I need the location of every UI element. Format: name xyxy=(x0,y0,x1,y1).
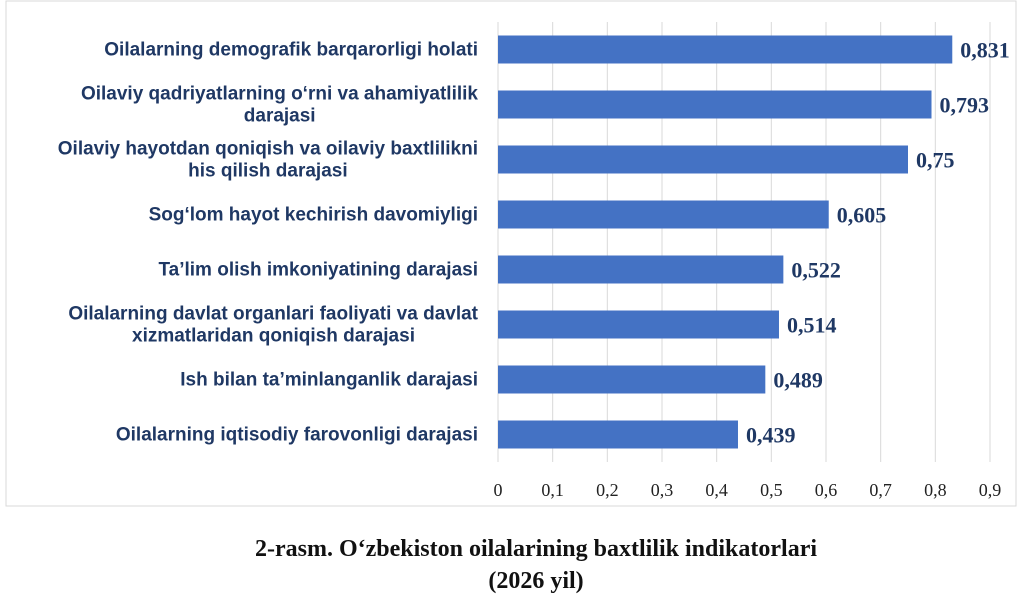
data-label: 0,605 xyxy=(837,203,887,228)
x-axis-ticks: 0 0,1 0,2 0,3 0,4 0,5 0,6 0,7 0,8 0,9 xyxy=(494,480,1002,500)
data-label: 0,489 xyxy=(773,368,823,393)
category-label: Ish bilan ta’minlanganlik darajasi xyxy=(180,370,478,391)
x-tick-label: 0,2 xyxy=(596,480,619,500)
data-label: 0,439 xyxy=(746,423,796,448)
category-label: xizmatlaridan qoniqish darajasi xyxy=(132,326,415,347)
chart-border xyxy=(5,0,1017,507)
bar xyxy=(498,200,829,229)
category-label: Oilalarning demografik barqarorligi hola… xyxy=(104,40,478,61)
x-tick-label: 0,6 xyxy=(815,480,838,500)
category-label: Oilaviy qadriyatlarning o‘rni va ahamiya… xyxy=(81,84,478,105)
value-labels: 0,831 0,793 0,75 0,605 0,522 0,514 0,489 0,439 xyxy=(746,38,1010,448)
category-label: darajasi xyxy=(244,106,316,127)
x-tick-label: 0,3 xyxy=(651,480,674,500)
category-label: his qilish darajasi xyxy=(188,161,347,182)
data-label: 0,75 xyxy=(916,148,955,173)
category-label: Sog‘lom hayot kechirish davomiyligi xyxy=(149,205,478,226)
data-label: 0,514 xyxy=(787,313,837,338)
x-tick-label: 0,7 xyxy=(869,480,892,500)
chart-area: Oilalarning demografik barqarorligi hola… xyxy=(5,0,1017,507)
bar xyxy=(498,35,953,64)
bar xyxy=(498,90,932,119)
x-tick-label: 0,8 xyxy=(924,480,947,500)
data-label: 0,522 xyxy=(791,258,841,283)
bars xyxy=(498,35,953,449)
bar xyxy=(498,365,766,394)
data-label: 0,831 xyxy=(960,38,1010,63)
category-label: Ta’lim olish imkoniyatining darajasi xyxy=(158,260,478,281)
data-label: 0,793 xyxy=(940,93,990,118)
bar xyxy=(498,145,908,174)
bar xyxy=(498,255,784,284)
bar xyxy=(498,310,779,339)
category-label: Oilalarning iqtisodiy farovonligi daraja… xyxy=(116,425,478,446)
category-label: Oilalarning davlat organlari faoliyati v… xyxy=(68,304,478,325)
x-tick-label: 0,4 xyxy=(705,480,728,500)
category-label: Oilaviy hayotdan qoniqish va oilaviy bax… xyxy=(58,139,478,160)
x-tick-label: 0 xyxy=(494,480,503,500)
bar xyxy=(498,420,738,449)
x-tick-label: 0,5 xyxy=(760,480,783,500)
figure-caption-year: (2026 yil) xyxy=(488,568,584,594)
x-tick-label: 0,9 xyxy=(979,480,1002,500)
x-tick-label: 0,1 xyxy=(541,480,564,500)
bar-chart: Oilalarning demografik barqarorligi hola… xyxy=(5,0,1017,507)
category-labels: Oilalarning demografik barqarorligi hola… xyxy=(58,40,479,446)
figure-caption: 2-rasm. O‘zbekiston oilalarining baxtlil… xyxy=(254,536,818,562)
